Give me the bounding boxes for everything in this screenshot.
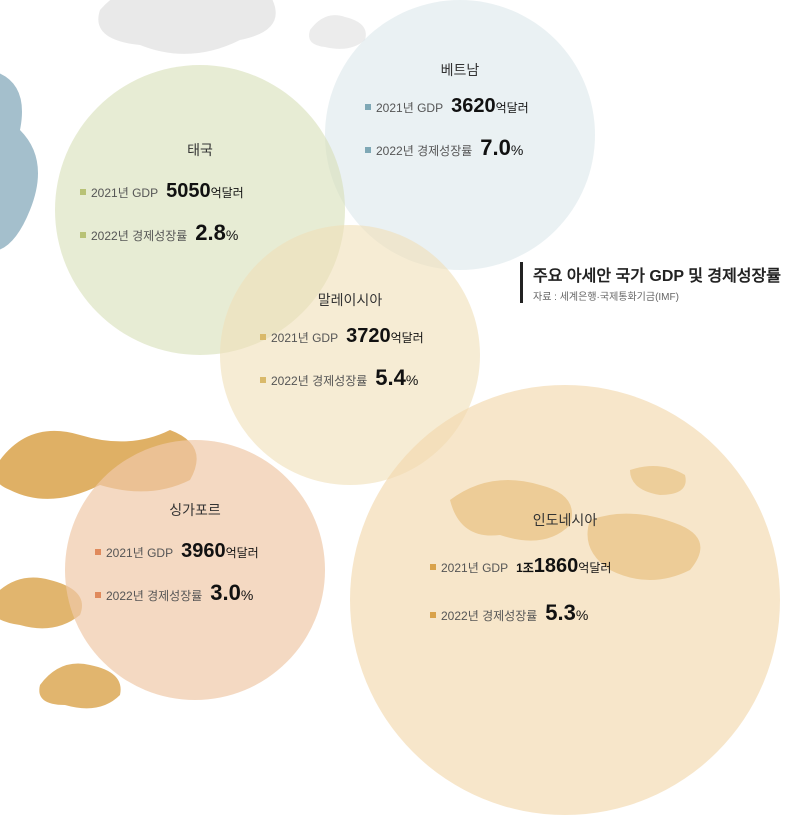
gdp-row-singapore: 2021년 GDP 3960억달러 xyxy=(95,540,259,563)
growth-value: 2.8% xyxy=(195,220,238,246)
marker-icon xyxy=(95,592,101,598)
growth-value: 7.0% xyxy=(480,135,523,161)
gdp-row-thailand: 2021년 GDP 5050억달러 xyxy=(80,180,244,203)
gdp-value: 3960억달러 xyxy=(181,540,259,563)
chart-title-block: 주요 아세안 국가 GDP 및 경제성장률 자료 : 세계은행·국제통화기금(I… xyxy=(520,262,781,303)
gdp-value: 3620억달러 xyxy=(451,95,529,118)
gdp-label: 2021년 GDP xyxy=(441,559,508,576)
marker-icon xyxy=(260,334,266,340)
growth-value: 5.3% xyxy=(545,600,588,626)
marker-icon xyxy=(430,564,436,570)
gdp-label: 2021년 GDP xyxy=(91,184,158,201)
gdp-label: 2021년 GDP xyxy=(271,329,338,346)
gdp-value: 5050억달러 xyxy=(166,180,244,203)
chart-title: 주요 아세안 국가 GDP 및 경제성장률 xyxy=(533,262,781,286)
growth-label: 2022년 경제성장률 xyxy=(441,607,537,624)
bubble-singapore xyxy=(65,440,325,700)
marker-icon xyxy=(365,147,371,153)
growth-value: 3.0% xyxy=(210,580,253,606)
growth-row-thailand: 2022년 경제성장률 2.8% xyxy=(80,220,238,246)
gdp-value: 1조1860억달러 xyxy=(516,555,611,578)
country-name-indonesia: 인도네시아 xyxy=(505,510,625,530)
growth-row-malaysia: 2022년 경제성장률 5.4% xyxy=(260,365,418,391)
marker-icon xyxy=(260,377,266,383)
growth-label: 2022년 경제성장률 xyxy=(376,142,472,159)
growth-label: 2022년 경제성장률 xyxy=(271,372,367,389)
country-name-thailand: 태국 xyxy=(140,140,260,160)
marker-icon xyxy=(365,104,371,110)
gdp-row-malaysia: 2021년 GDP 3720억달러 xyxy=(260,325,424,348)
marker-icon xyxy=(80,232,86,238)
growth-label: 2022년 경제성장률 xyxy=(91,227,187,244)
gdp-value: 3720억달러 xyxy=(346,325,424,348)
marker-icon xyxy=(95,549,101,555)
country-name-vietnam: 베트남 xyxy=(400,60,520,80)
growth-row-indonesia: 2022년 경제성장률 5.3% xyxy=(430,600,588,626)
gdp-label: 2021년 GDP xyxy=(106,544,173,561)
growth-value: 5.4% xyxy=(375,365,418,391)
marker-icon xyxy=(80,189,86,195)
gdp-row-indonesia: 2021년 GDP 1조1860억달러 xyxy=(430,555,611,578)
chart-source: 자료 : 세계은행·국제통화기금(IMF) xyxy=(533,288,781,303)
growth-row-singapore: 2022년 경제성장률 3.0% xyxy=(95,580,253,606)
marker-icon xyxy=(430,612,436,618)
country-name-singapore: 싱가포르 xyxy=(135,500,255,520)
growth-label: 2022년 경제성장률 xyxy=(106,587,202,604)
gdp-label: 2021년 GDP xyxy=(376,99,443,116)
decor-gray-blob-top xyxy=(80,0,300,70)
country-name-malaysia: 말레이시아 xyxy=(290,290,410,310)
gdp-row-vietnam: 2021년 GDP 3620억달러 xyxy=(365,95,529,118)
growth-row-vietnam: 2022년 경제성장률 7.0% xyxy=(365,135,523,161)
